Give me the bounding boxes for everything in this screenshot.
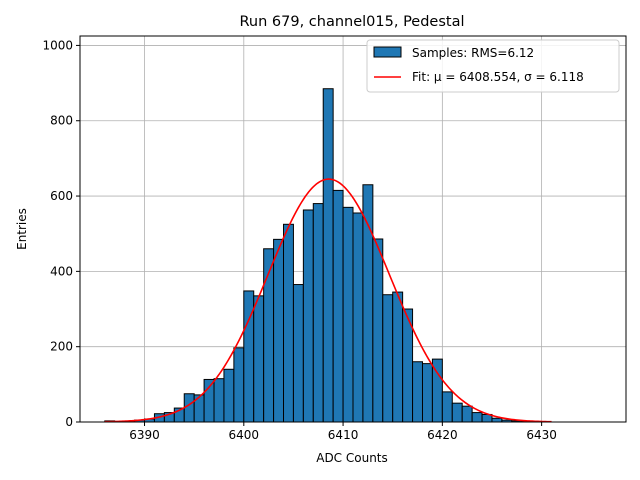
histogram-bar (312, 203, 324, 423)
chart-title: Run 679, channel015, Pedestal (239, 14, 464, 30)
histogram-bar (441, 391, 453, 423)
histogram-bar (352, 212, 364, 423)
histogram-bar (332, 189, 344, 423)
x-tick-label: 6420 (427, 428, 458, 442)
histogram-bar (362, 184, 374, 423)
y-axis-label: Entries (15, 208, 29, 250)
histogram-bar (382, 294, 394, 423)
histogram-bar (233, 347, 245, 423)
x-tick-label: 6400 (229, 428, 260, 442)
x-axis-label: ADC Counts (316, 451, 388, 465)
x-axis: 6390 6400 6410 6420 6430 (129, 422, 557, 442)
histogram-bar (342, 206, 354, 423)
histogram-bar (372, 238, 384, 423)
histogram-bar (491, 417, 503, 423)
histogram-bars (104, 88, 543, 423)
histogram-bar (471, 412, 483, 423)
histogram-bar (183, 393, 195, 423)
histogram-bar (322, 88, 334, 423)
legend: Samples: RMS=6.12 Fit: μ = 6408.554, σ =… (366, 39, 620, 93)
x-tick-label: 6410 (328, 428, 359, 442)
histogram-bar (292, 284, 304, 423)
histogram-bar (273, 238, 285, 423)
histogram-bar (461, 405, 473, 423)
histogram-bar (213, 378, 225, 423)
legend-fit-label: Fit: μ = 6408.554, σ = 6.118 (412, 70, 584, 84)
histogram-bar (451, 402, 463, 423)
histogram-bar (302, 209, 314, 423)
legend-box (366, 39, 620, 93)
y-tick-label: 600 (50, 189, 73, 203)
plot-frame (79, 35, 627, 423)
histogram-bar (392, 291, 404, 423)
x-tick-label: 6390 (129, 428, 160, 442)
y-axis: 0 200 400 600 800 1000 (42, 38, 80, 429)
fit-curve (104, 178, 552, 423)
histogram-bar (223, 368, 235, 423)
histogram-bar (253, 295, 265, 423)
x-tick-label: 6430 (526, 428, 557, 442)
histogram-bar (203, 378, 215, 423)
histogram-bar (412, 361, 423, 423)
legend-samples-label: Samples: RMS=6.12 (412, 46, 534, 60)
histogram-bar (283, 223, 294, 423)
y-tick-label: 200 (50, 340, 73, 354)
legend-samples-swatch (373, 46, 402, 58)
y-tick-label: 0 (65, 415, 73, 429)
histogram-bar (421, 363, 433, 423)
y-tick-label: 1000 (42, 38, 73, 52)
y-tick-label: 800 (50, 114, 73, 128)
y-tick-label: 400 (50, 264, 73, 278)
